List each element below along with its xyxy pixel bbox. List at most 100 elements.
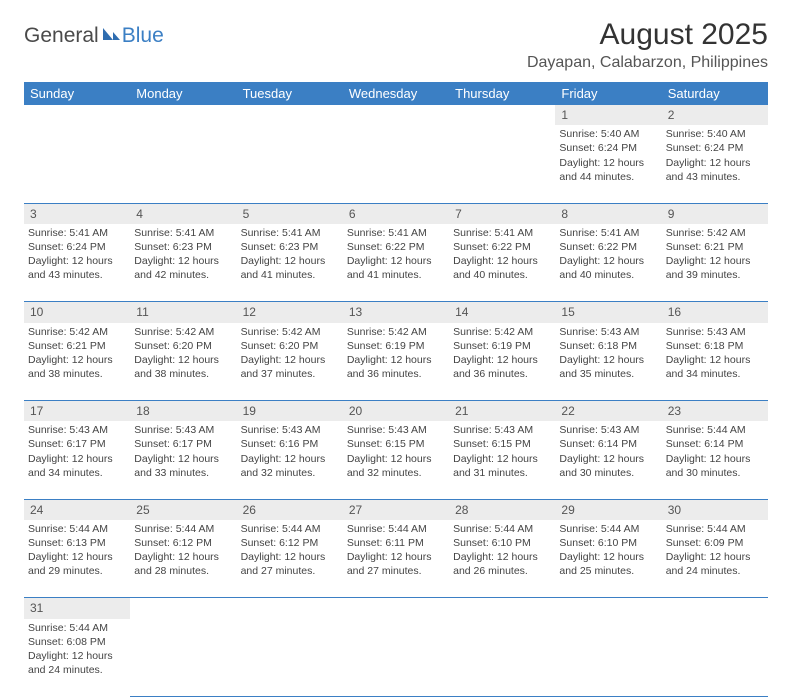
empty-daynum	[343, 598, 449, 619]
empty-daynum	[237, 105, 343, 125]
day-number: 11	[130, 302, 236, 323]
day-detail-line: and 34 minutes.	[666, 367, 764, 381]
day-detail-line: Daylight: 12 hours	[347, 550, 445, 564]
day-detail-line: Daylight: 12 hours	[559, 156, 657, 170]
day-cell: Sunrise: 5:42 AMSunset: 6:20 PMDaylight:…	[130, 323, 236, 401]
day-cell: Sunrise: 5:41 AMSunset: 6:22 PMDaylight:…	[343, 224, 449, 302]
day-detail-line: Sunrise: 5:44 AM	[559, 522, 657, 536]
empty-cell	[555, 619, 661, 697]
logo-text-general: General	[24, 24, 99, 48]
day-cell: Sunrise: 5:42 AMSunset: 6:21 PMDaylight:…	[24, 323, 130, 401]
day-detail-line: Sunset: 6:11 PM	[347, 536, 445, 550]
day-cell: Sunrise: 5:42 AMSunset: 6:19 PMDaylight:…	[343, 323, 449, 401]
day-cell: Sunrise: 5:44 AMSunset: 6:08 PMDaylight:…	[24, 619, 130, 697]
day-cell: Sunrise: 5:43 AMSunset: 6:17 PMDaylight:…	[130, 421, 236, 499]
week-row: Sunrise: 5:43 AM Sunset: 6:17 PM Daylight:…	[24, 421, 768, 499]
week-row: Sunrise: 5:41 AMSunset: 6:24 PMDaylight:…	[24, 224, 768, 302]
day-number-row: 3456789	[24, 203, 768, 224]
day-detail-line: and 36 minutes.	[453, 367, 551, 381]
day-number: 9	[662, 203, 768, 224]
day-detail-line: Sunrise: 5:42 AM	[347, 325, 445, 339]
day-detail-line: Sunset: 6:18 PM	[666, 339, 764, 353]
day-number: 14	[449, 302, 555, 323]
day-detail-line: and 37 minutes.	[241, 367, 339, 381]
day-detail-line: Sunrise: 5:43 AM	[559, 423, 657, 437]
day-detail-line: and 28 minutes.	[134, 564, 232, 578]
day-detail-line: Daylight: 12 hours	[28, 254, 126, 268]
empty-cell	[130, 125, 236, 203]
day-detail-line: Daylight: 12 hours	[241, 452, 339, 466]
empty-cell	[237, 619, 343, 697]
day-number: 10	[24, 302, 130, 323]
day-cell: Sunrise: 5:43 AMSunset: 6:14 PMDaylight:…	[555, 421, 661, 499]
day-detail-line: Sunset: 6:23 PM	[134, 240, 232, 254]
day-number: 16	[662, 302, 768, 323]
day-detail-line: Sunrise: 5:43 AM	[666, 325, 764, 339]
day-detail-line: and 40 minutes.	[559, 268, 657, 282]
day-header: Sunday	[24, 82, 130, 105]
day-detail-line: and 26 minutes.	[453, 564, 551, 578]
day-detail-line: Daylight: 12 hours	[666, 254, 764, 268]
day-cell: Sunrise: 5:44 AMSunset: 6:10 PMDaylight:…	[555, 520, 661, 598]
day-cell: Sunrise: 5:41 AMSunset: 6:22 PMDaylight:…	[449, 224, 555, 302]
day-cell: Sunrise: 5:43 AMSunset: 6:16 PMDaylight:…	[237, 421, 343, 499]
day-detail-line: Sunrise: 5:42 AM	[666, 226, 764, 240]
day-number: 24	[24, 499, 130, 520]
day-detail-line: Daylight: 12 hours	[347, 353, 445, 367]
empty-daynum	[449, 598, 555, 619]
day-detail-line: Sunset: 6:12 PM	[241, 536, 339, 550]
day-detail-line: Sunrise: 5:43 AM	[28, 423, 126, 437]
header: General Blue August 2025 Dayapan, Calaba…	[24, 18, 768, 78]
day-detail-line: Sunset: 6:17 PM	[134, 437, 232, 451]
day-detail-line: Sunrise: 5:43 AM	[559, 325, 657, 339]
empty-cell	[449, 125, 555, 203]
day-detail-line: and 38 minutes.	[28, 367, 126, 381]
day-cell: Sunrise: 5:41 AMSunset: 6:22 PMDaylight:…	[555, 224, 661, 302]
empty-daynum	[343, 105, 449, 125]
day-number: 8	[555, 203, 661, 224]
empty-cell	[237, 125, 343, 203]
empty-cell	[343, 619, 449, 697]
day-number: 21	[449, 401, 555, 422]
day-number: 6	[343, 203, 449, 224]
day-detail-line: Sunset: 6:14 PM	[666, 437, 764, 451]
day-detail-line: Daylight: 12 hours	[241, 254, 339, 268]
day-detail-line: and 30 minutes.	[559, 466, 657, 480]
day-number: 7	[449, 203, 555, 224]
empty-cell	[130, 619, 236, 697]
day-detail-line: and 29 minutes.	[28, 564, 126, 578]
day-cell: Sunrise: 5:43 AMSunset: 6:17 PMDaylight:…	[24, 421, 130, 499]
empty-daynum	[130, 105, 236, 125]
day-detail-line: and 32 minutes.	[241, 466, 339, 480]
day-detail-line: Daylight: 12 hours	[241, 353, 339, 367]
day-header: Tuesday	[237, 82, 343, 105]
day-detail-line: Daylight: 12 hours	[241, 550, 339, 564]
day-detail-line: Daylight: 12 hours	[28, 452, 126, 466]
day-cell: Sunrise: 5:43 AMSunset: 6:15 PMDaylight:…	[343, 421, 449, 499]
empty-cell	[662, 619, 768, 697]
day-cell: Sunrise: 5:42 AMSunset: 6:20 PMDaylight:…	[237, 323, 343, 401]
day-detail-line: and 44 minutes.	[559, 170, 657, 184]
day-detail-line: Sunset: 6:14 PM	[559, 437, 657, 451]
day-number: 3	[24, 203, 130, 224]
day-detail-line: and 27 minutes.	[241, 564, 339, 578]
day-detail-line: Sunrise: 5:42 AM	[453, 325, 551, 339]
day-detail-line: Sunset: 6:24 PM	[666, 141, 764, 155]
day-detail-line: and 36 minutes.	[347, 367, 445, 381]
day-detail-line: Daylight: 12 hours	[347, 254, 445, 268]
day-detail-line: Sunrise: 5:41 AM	[241, 226, 339, 240]
day-detail-line: Daylight: 12 hours	[559, 254, 657, 268]
day-cell: Sunrise: 5:41 AMSunset: 6:23 PMDaylight:…	[237, 224, 343, 302]
day-detail-line: Sunset: 6:20 PM	[134, 339, 232, 353]
day-detail-line: and 35 minutes.	[559, 367, 657, 381]
logo-text-blue: Blue	[122, 24, 164, 48]
day-detail-line: Daylight: 12 hours	[134, 254, 232, 268]
day-detail-line: Sunrise: 5:41 AM	[28, 226, 126, 240]
day-cell: Sunrise: 5:43 AMSunset: 6:18 PMDaylight:…	[662, 323, 768, 401]
day-detail-line: Sunset: 6:24 PM	[559, 141, 657, 155]
day-detail-line: Sunrise: 5:40 AM	[666, 127, 764, 141]
day-number-row: 17181920212223	[24, 401, 768, 422]
day-header: Monday	[130, 82, 236, 105]
day-detail-line: Sunrise: 5:42 AM	[241, 325, 339, 339]
day-detail-line: Sunset: 6:21 PM	[666, 240, 764, 254]
